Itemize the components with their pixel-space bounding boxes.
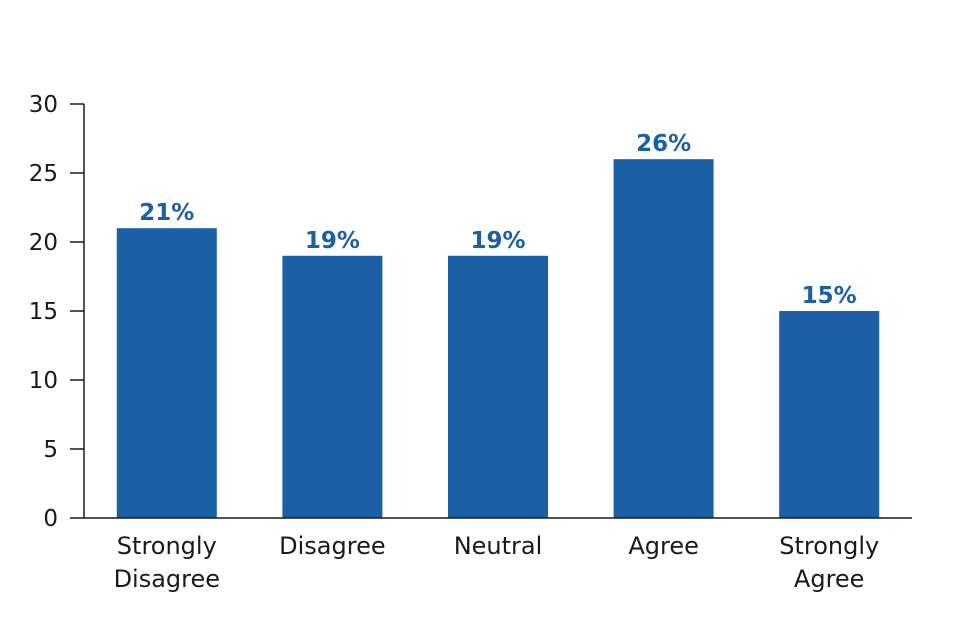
bar [448,255,548,519]
data-labels-layer: 21% 19% 19% 26% 15% [139,131,856,309]
x-axis-categories: Strongly Disagree Disagree Neutral Agree Stro… [114,532,880,593]
bar-value-label: 21% [139,200,194,226]
bars-layer [116,159,880,519]
x-category-label: Disagree [114,565,220,593]
bar [116,228,217,518]
bar-value-label: 19% [470,228,525,254]
bar [282,255,383,519]
bar-value-label: 15% [802,283,857,309]
y-tick-label: 20 [29,230,58,256]
x-category-label: Strongly [779,532,879,560]
y-axis-ticks: 0 5 10 15 20 25 30 [29,92,84,532]
y-tick-label: 25 [29,161,58,187]
y-tick-label: 0 [43,506,58,532]
bar [779,311,880,518]
bar-value-label: 26% [636,131,691,157]
x-category-label: Agree [628,532,699,560]
y-tick-label: 30 [29,92,58,118]
x-category-label: Disagree [279,532,385,560]
bar-value-label: 19% [305,228,360,254]
x-category-label: Strongly [117,532,217,560]
x-category-label: Neutral [454,532,543,560]
bar [613,159,714,518]
x-category-label: Agree [794,565,865,593]
y-tick-label: 15 [29,299,58,325]
y-tick-label: 10 [29,368,58,394]
y-tick-label: 5 [43,437,58,463]
